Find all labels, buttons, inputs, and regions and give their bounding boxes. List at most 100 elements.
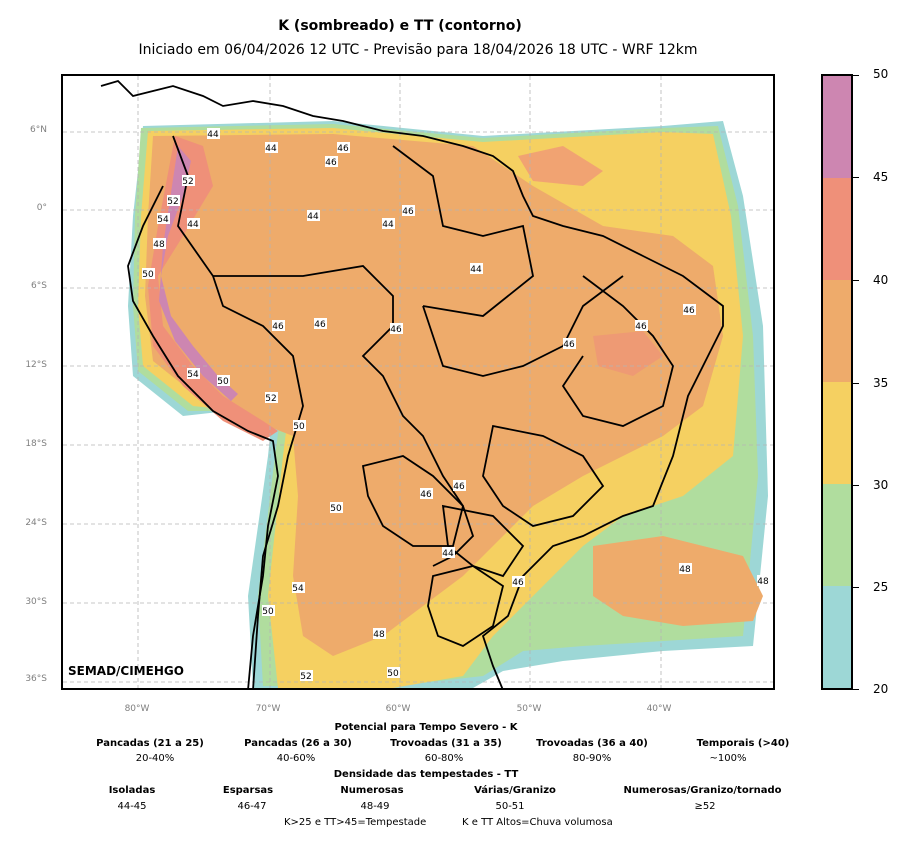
lat-label: 24°S — [25, 518, 47, 528]
legend-k-value: 40-60% — [276, 753, 316, 764]
colorbar-tick — [853, 75, 859, 76]
colorbar-label: 25 — [873, 580, 889, 594]
forecast-map: 44 44 46 46 52 52 54 48 50 44 44 44 46 4… — [61, 74, 775, 690]
legend-footer-left: K>25 e TT>45=Tempestade — [284, 817, 427, 828]
colorbar-segment — [823, 178, 851, 280]
legend-tt-value: 50-51 — [495, 801, 525, 812]
legend-tt-title: Numerosas — [340, 785, 404, 796]
k-band-45-50 — [159, 146, 238, 401]
k-band-40-45-patch-2 — [593, 331, 663, 376]
legend-tt-title: Esparsas — [222, 785, 274, 796]
tt-label: 52 — [300, 672, 311, 682]
legend-tt-value: 48-49 — [360, 801, 390, 812]
tt-contour-labels: 44 44 46 46 52 52 54 48 50 44 44 44 46 4… — [142, 128, 770, 682]
colorbar-tick — [853, 177, 859, 178]
tt-label: 52 — [182, 177, 193, 187]
colorbar-tick — [853, 689, 859, 690]
lat-label: 18°S — [25, 439, 47, 449]
legend-heading-tt: Densidade das tempestades - TT — [333, 769, 519, 780]
colorbar-label: 30 — [873, 478, 889, 492]
tt-label: 54 — [187, 370, 199, 380]
tt-label: 46 — [325, 158, 337, 168]
legend-heading-k: Potencial para Tempo Severo - K — [334, 722, 518, 733]
graticule — [63, 76, 773, 688]
tt-label: 48 — [373, 630, 385, 640]
tt-label: 44 — [265, 144, 277, 154]
legend-tt-title: Várias/Granizo — [474, 785, 556, 796]
tt-label: 50 — [262, 607, 274, 617]
colorbar-segment — [823, 280, 851, 382]
tt-label: 44 — [382, 220, 394, 230]
chart-subtitle: Iniciado em 06/04/2026 12 UTC - Previsão… — [138, 42, 698, 58]
tt-label: 46 — [683, 306, 695, 316]
colorbar-segment — [823, 586, 851, 688]
lat-label: 6°S — [31, 281, 47, 291]
tt-label: 44 — [442, 549, 454, 559]
tt-label: 50 — [217, 377, 229, 387]
tt-label: 46 — [314, 320, 326, 330]
legend-k-value: ~100% — [709, 753, 747, 764]
legend-k-title: Pancadas (21 a 25) — [96, 738, 204, 749]
k-field-shading — [128, 121, 768, 688]
tt-label: 46 — [453, 482, 465, 492]
colorbar-segment — [823, 382, 851, 484]
legend-k-value: 60-80% — [424, 753, 464, 764]
colorbar-label: 40 — [873, 273, 889, 287]
lat-label: 36°S — [25, 674, 47, 684]
chart-title: K (sombreado) e TT (contorno) — [278, 18, 522, 34]
lon-label: 40°W — [646, 704, 672, 714]
colorbar-segment — [823, 76, 851, 178]
andes-border — [172, 135, 304, 688]
colorbar-tick — [853, 485, 859, 486]
states-center — [422, 275, 624, 377]
pacific-coast — [127, 185, 279, 688]
colorbar-label: 20 — [873, 682, 889, 696]
tt-label: 50 — [142, 270, 154, 280]
tt-label: 50 — [330, 504, 342, 514]
lon-label: 60°W — [385, 704, 411, 714]
tt-label: 48 — [679, 565, 691, 575]
colorbar-label: 35 — [873, 376, 889, 390]
tt-label: 44 — [207, 130, 219, 140]
states-southeast — [482, 424, 605, 527]
lon-label: 70°W — [255, 704, 281, 714]
colorbar-label: 50 — [873, 67, 889, 81]
tt-label: 48 — [757, 577, 769, 587]
tt-label: 50 — [387, 669, 399, 679]
tt-label: 50 — [293, 422, 305, 432]
legend-tt-value: ≥52 — [694, 801, 716, 812]
colorbar-label: 45 — [873, 170, 889, 184]
legend-tt-value: 46-47 — [237, 801, 267, 812]
paraguay-border — [361, 455, 464, 547]
tt-label: 44 — [307, 212, 319, 222]
lat-label: 12°S — [25, 360, 47, 370]
tt-label: 52 — [167, 197, 178, 207]
tt-label: 54 — [292, 584, 304, 594]
legend-k-value: 20-40% — [135, 753, 175, 764]
states-northeast — [561, 275, 674, 427]
colorbar-tick — [853, 587, 859, 588]
legend-tt-value: 44-45 — [117, 801, 147, 812]
tt-label: 46 — [402, 207, 414, 217]
lon-label: 80°W — [124, 704, 150, 714]
tt-label: 46 — [635, 322, 647, 332]
colorbar-tick — [853, 280, 859, 281]
tt-label: 54 — [157, 215, 169, 225]
political-boundaries — [100, 79, 724, 688]
tt-label: 46 — [337, 144, 349, 154]
legend-tt-title: Isoladas — [108, 785, 156, 796]
tt-label: 46 — [563, 340, 575, 350]
tt-label: 52 — [265, 394, 276, 404]
tt-label: 46 — [420, 490, 432, 500]
k-band-40-45-patch — [518, 146, 603, 186]
colorbar — [821, 74, 853, 690]
states-south — [441, 504, 525, 578]
tt-label: 48 — [153, 240, 165, 250]
legend-k-value: 80-90% — [572, 753, 612, 764]
colorbar-segment — [823, 484, 851, 586]
tt-label: 44 — [187, 220, 199, 230]
colorbar-tick — [853, 383, 859, 384]
lon-label: 50°W — [516, 704, 542, 714]
tt-label: 46 — [272, 322, 284, 332]
legend-k-title: Temporais (>40) — [696, 738, 790, 749]
